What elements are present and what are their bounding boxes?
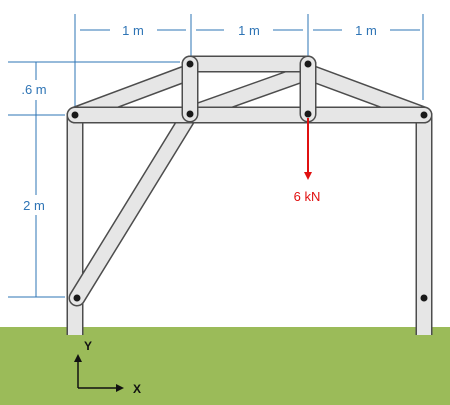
dimension-label-1: 1 m bbox=[122, 23, 144, 38]
dimension-label-2: 1 m bbox=[238, 23, 260, 38]
pin-left-link-top bbox=[186, 60, 194, 68]
pin-left-link-bottom bbox=[186, 110, 194, 118]
y-axis-label: Y bbox=[84, 339, 92, 353]
pin-right-column-lower bbox=[420, 294, 428, 302]
rise-label: .6 m bbox=[21, 82, 46, 97]
load-label: 6 kN bbox=[294, 189, 321, 204]
pin-left-column-lower bbox=[73, 294, 81, 302]
ground bbox=[0, 327, 450, 405]
pin-top-right-corner bbox=[420, 111, 428, 119]
pins bbox=[71, 60, 428, 302]
pin-right-link-bottom bbox=[304, 110, 312, 118]
members bbox=[66, 55, 433, 335]
x-axis-label: X bbox=[133, 382, 141, 396]
dimension-label-3: 1 m bbox=[355, 23, 377, 38]
pin-right-link-top bbox=[304, 60, 312, 68]
pin-top-left-corner bbox=[71, 111, 79, 119]
diagonal-brace bbox=[68, 105, 199, 307]
dimension-lines bbox=[8, 14, 424, 298]
column-height-label: 2 m bbox=[23, 198, 45, 213]
